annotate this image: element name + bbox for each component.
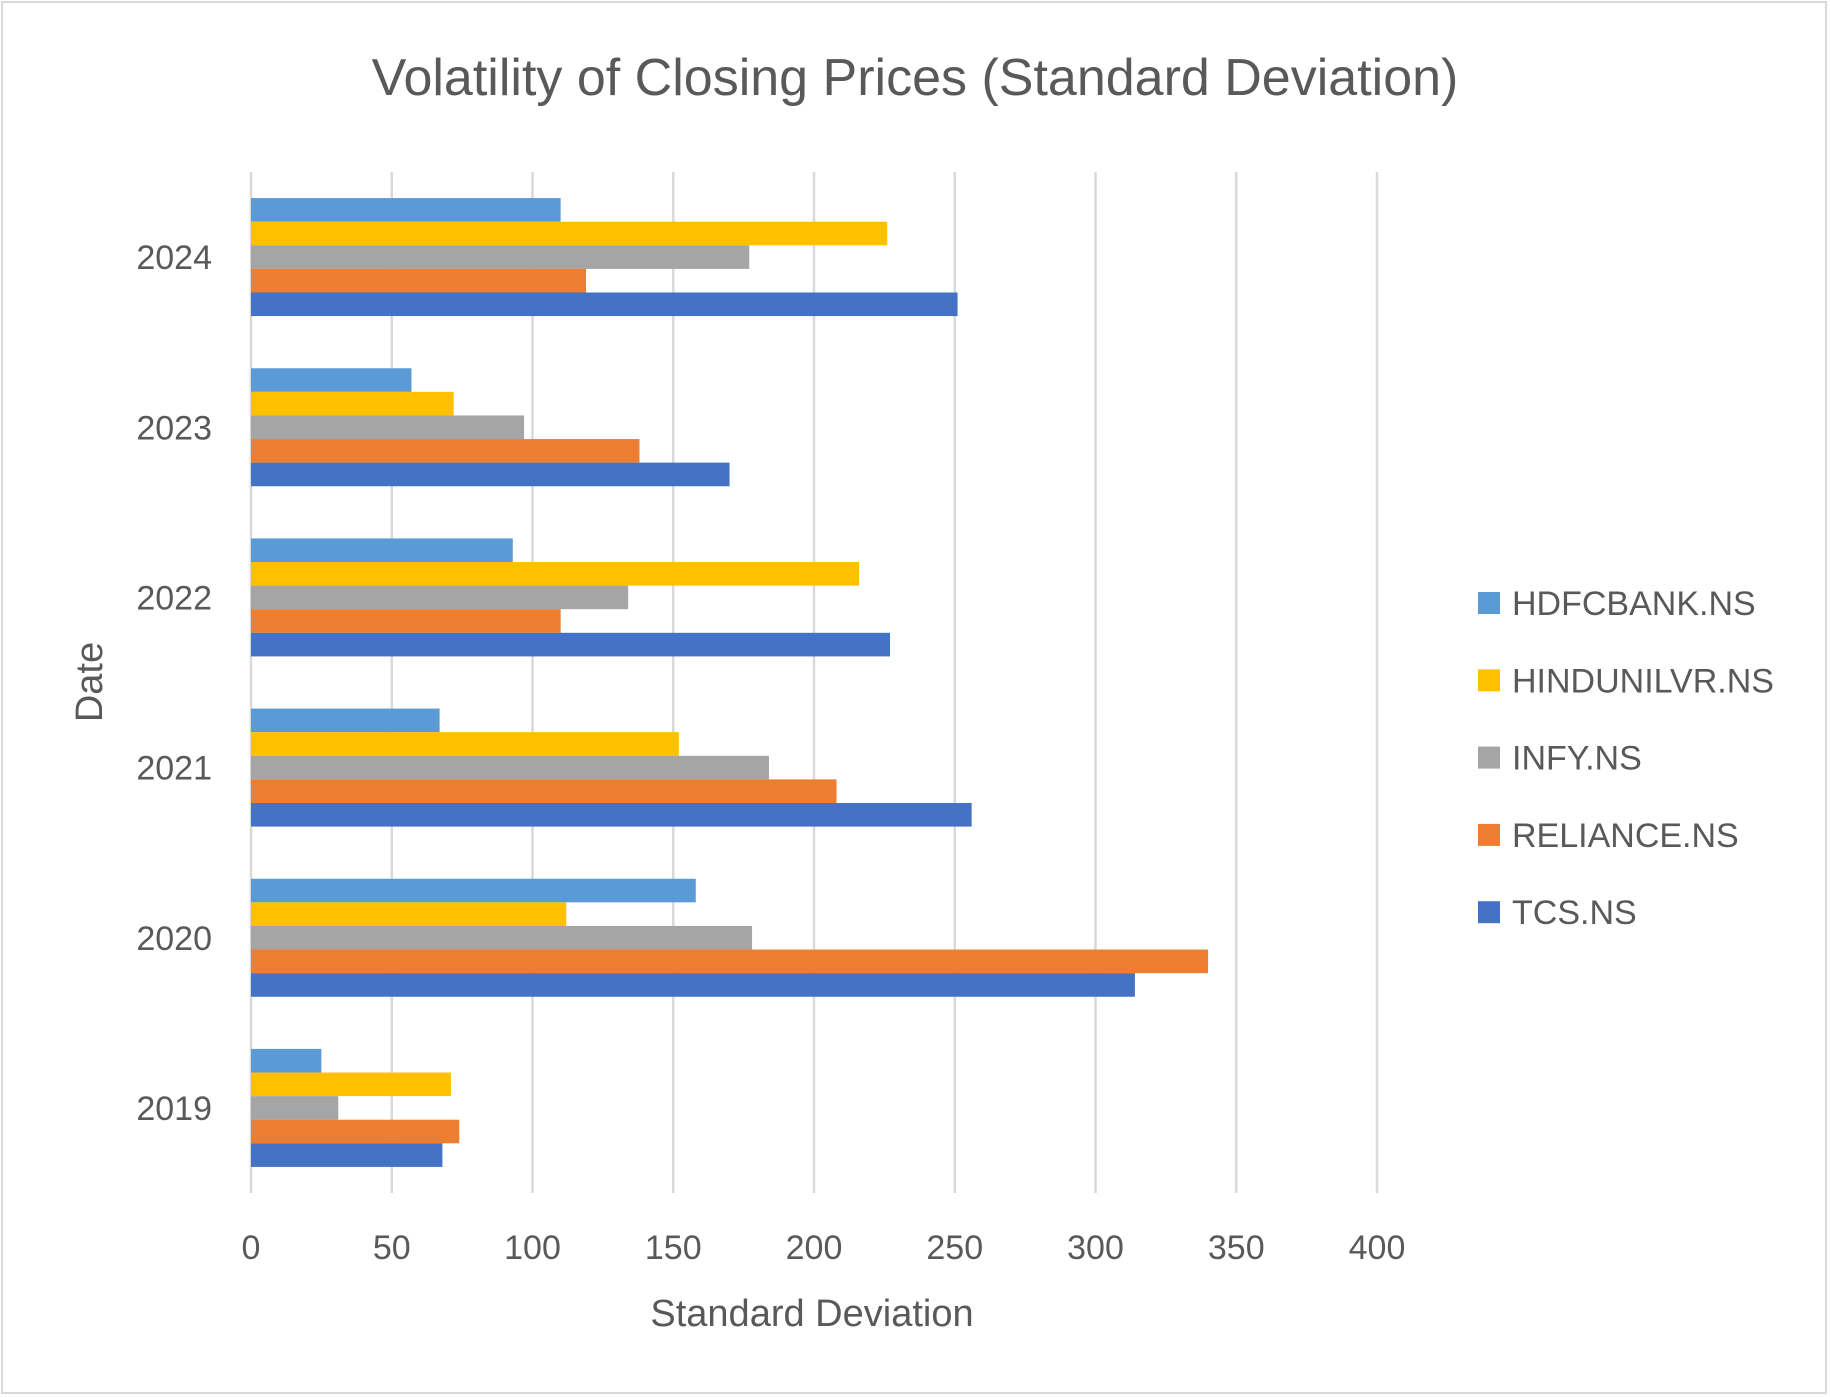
legend-label: HINDUNILVR.NS xyxy=(1512,662,1774,700)
x-tick-label: 50 xyxy=(373,1229,411,1267)
bar-hdfcbank-ns-2020 xyxy=(251,878,696,903)
y-tick-label: 2024 xyxy=(136,239,212,277)
bar-infy-ns-2019 xyxy=(251,1096,339,1120)
y-axis-title: Date xyxy=(69,642,111,722)
bar-hdfcbank-ns-2023 xyxy=(251,368,412,392)
x-tick-label: 350 xyxy=(1208,1229,1265,1267)
bar-hdfcbank-ns-2022 xyxy=(251,538,513,563)
x-axis-ticks: 0 50 100 150 200 250 300 350 400 xyxy=(242,1229,1406,1267)
x-axis-title: Standard Deviation xyxy=(650,1293,973,1335)
legend-label: INFY.NS xyxy=(1512,740,1642,778)
bar-tcs-ns-2020 xyxy=(251,973,1135,997)
legend-swatch xyxy=(1478,592,1500,614)
legend-label: RELIANCE.NS xyxy=(1512,817,1739,855)
y-tick-label: 2019 xyxy=(136,1090,212,1128)
y-tick-label: 2021 xyxy=(136,750,212,788)
legend-swatch xyxy=(1478,823,1500,846)
bar-infy-ns-2021 xyxy=(251,755,769,780)
x-tick-label: 200 xyxy=(786,1229,843,1267)
x-tick-label: 100 xyxy=(504,1229,561,1267)
legend-label: TCS.NS xyxy=(1512,894,1637,932)
bar-infy-ns-2024 xyxy=(251,245,750,269)
bar-reliance-ns-2024 xyxy=(251,268,586,293)
bar-tcs-ns-2024 xyxy=(251,292,958,317)
x-tick-label: 150 xyxy=(645,1229,702,1267)
bar-tcs-ns-2022 xyxy=(251,632,891,657)
y-tick-label: 2023 xyxy=(136,409,212,447)
bar-tcs-ns-2023 xyxy=(251,462,730,487)
legend-swatch xyxy=(1478,746,1500,769)
bar-reliance-ns-2019 xyxy=(251,1119,460,1144)
gridlines xyxy=(249,172,1379,1193)
legend: HDFCBANK.NS HINDUNILVR.NS INFY.NS RELIANCE.… xyxy=(1478,585,1774,932)
bar-infy-ns-2020 xyxy=(251,925,753,950)
bar-hdfcbank-ns-2021 xyxy=(251,708,440,733)
bar-reliance-ns-2022 xyxy=(251,609,561,633)
legend-swatch xyxy=(1478,669,1500,692)
bar-hindunilvr-ns-2021 xyxy=(251,732,679,756)
bar-hdfcbank-ns-2019 xyxy=(251,1048,322,1073)
legend-label: HDFCBANK.NS xyxy=(1512,585,1756,623)
bar-hdfcbank-ns-2024 xyxy=(251,198,561,222)
bar-infy-ns-2023 xyxy=(251,415,525,440)
bar-infy-ns-2022 xyxy=(251,585,629,610)
x-tick-label: 250 xyxy=(926,1229,983,1267)
bar-hindunilvr-ns-2024 xyxy=(251,221,888,246)
bar-reliance-ns-2021 xyxy=(251,779,837,803)
bars xyxy=(251,198,1209,1167)
chart-title: Volatility of Closing Prices (Standard D… xyxy=(372,49,1459,107)
x-tick-label: 400 xyxy=(1349,1229,1406,1267)
y-tick-label: 2020 xyxy=(136,920,212,958)
bar-tcs-ns-2021 xyxy=(251,802,972,827)
bar-hindunilvr-ns-2023 xyxy=(251,391,454,416)
bar-hindunilvr-ns-2019 xyxy=(251,1072,451,1097)
x-tick-label: 300 xyxy=(1067,1229,1124,1267)
x-tick-label: 0 xyxy=(242,1229,261,1267)
bar-hindunilvr-ns-2022 xyxy=(251,562,860,586)
y-tick-label: 2022 xyxy=(136,579,212,617)
bar-reliance-ns-2023 xyxy=(251,439,640,463)
y-axis-ticks: 2019 2020 2021 2022 2023 2024 xyxy=(136,239,212,1128)
bar-reliance-ns-2020 xyxy=(251,949,1209,974)
legend-swatch xyxy=(1478,901,1500,924)
bar-tcs-ns-2019 xyxy=(251,1143,443,1167)
bar-hindunilvr-ns-2020 xyxy=(251,902,567,926)
